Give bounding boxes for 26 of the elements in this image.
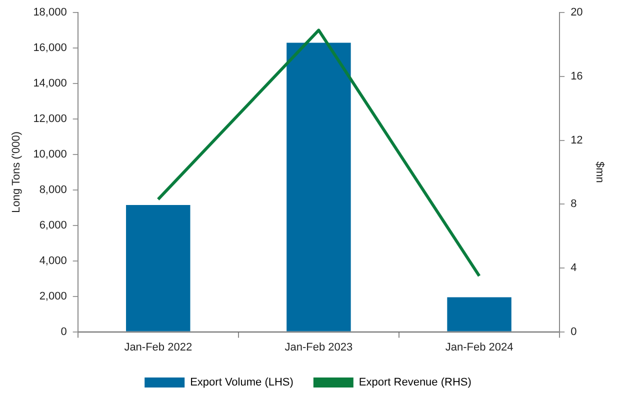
y-tick-label: 4,000: [39, 254, 67, 267]
legend-label: Export Volume (LHS): [190, 376, 294, 389]
y-tick-label: 2,000: [39, 290, 67, 302]
y2-tick-label: 4: [570, 262, 577, 274]
y-tick-label: 16,000: [33, 42, 67, 54]
y2-tick-label: 12: [570, 134, 583, 146]
bar: [126, 205, 190, 332]
y-tick-label: 10,000: [33, 148, 67, 160]
y2-tick-label: 16: [570, 70, 583, 82]
bar: [447, 297, 512, 332]
y2-tick-label: 8: [570, 198, 577, 210]
y-tick-label: 12,000: [33, 113, 67, 126]
x-tick-label: Jan-Feb 2024: [445, 341, 514, 354]
y2-tick-label: 20: [570, 6, 583, 19]
legend-label: Export Revenue (RHS): [358, 376, 472, 389]
y2-tick-label: 0: [570, 326, 577, 338]
x-tick-label: Jan-Feb 2023: [284, 341, 353, 354]
y-axis-title: Long Tons ('000): [10, 131, 23, 213]
bar: [286, 42, 351, 332]
y-tick-label: 14,000: [33, 78, 67, 90]
y-tick-label: 8,000: [39, 184, 67, 196]
x-tick-label: Jan-Feb 2022: [124, 341, 192, 354]
y-tick-label: 0: [60, 326, 67, 338]
y-tick-label: 6,000: [39, 219, 67, 232]
y2-axis-title: $mn: [593, 161, 606, 183]
y-tick-label: 18,000: [33, 6, 67, 19]
